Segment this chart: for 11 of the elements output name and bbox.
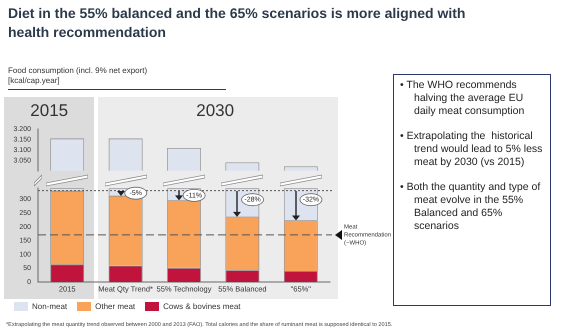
chart-subtitle: Food consumption (incl. 9% net export)	[8, 66, 148, 76]
y-axis-title: [kcal/cap.year]	[8, 76, 61, 86]
text: 2015	[29, 101, 70, 121]
legend-label: Cows & bovines meat	[163, 302, 241, 311]
legend-label: Other meat	[95, 302, 136, 311]
chart-title: Diet in the 55% balanced and the 65% scenarios is more aligned with health recommendation	[8, 4, 466, 42]
text: • Extrapolating the historical trend would lead to 5% less meat by 2030 (vs 2015)	[400, 130, 544, 169]
text: 2030	[195, 101, 236, 121]
text: • Both the quantity and type of meat evolve in the 55% Balanced and 65% scenarios	[400, 181, 542, 233]
text: • The WHO recommends halving the average EU daily meat consumption	[400, 79, 526, 118]
legend-label: Non-meat	[32, 302, 68, 311]
